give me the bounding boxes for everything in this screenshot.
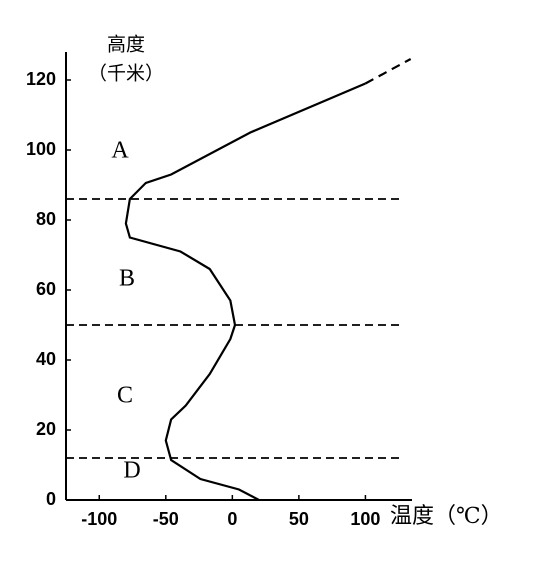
layer-label: D [123, 458, 140, 484]
x-tick-label: 0 [227, 509, 237, 529]
x-tick-label: 100 [350, 509, 380, 529]
y-tick-label: 20 [36, 419, 56, 439]
temperature-curve [124, 82, 366, 501]
x-axis-label: 温度（℃） [390, 503, 503, 528]
y-tick-label: 0 [46, 489, 56, 509]
y-tick-label: 80 [36, 209, 56, 229]
y-tick-label: 100 [26, 139, 56, 159]
y-axis-unit: （千米） [88, 62, 164, 84]
y-tick-label: 60 [36, 279, 56, 299]
y-tick-label: 120 [26, 69, 56, 89]
layer-label: B [119, 266, 135, 292]
y-tick-label: 40 [36, 349, 56, 369]
y-axis-label: 高度 [107, 33, 145, 55]
layer-label: A [111, 138, 129, 164]
x-tick-label: -100 [81, 509, 117, 529]
x-tick-label: 50 [289, 509, 309, 529]
temperature-curve [364, 58, 412, 85]
x-tick-label: -50 [153, 509, 179, 529]
layer-label: C [117, 383, 133, 409]
